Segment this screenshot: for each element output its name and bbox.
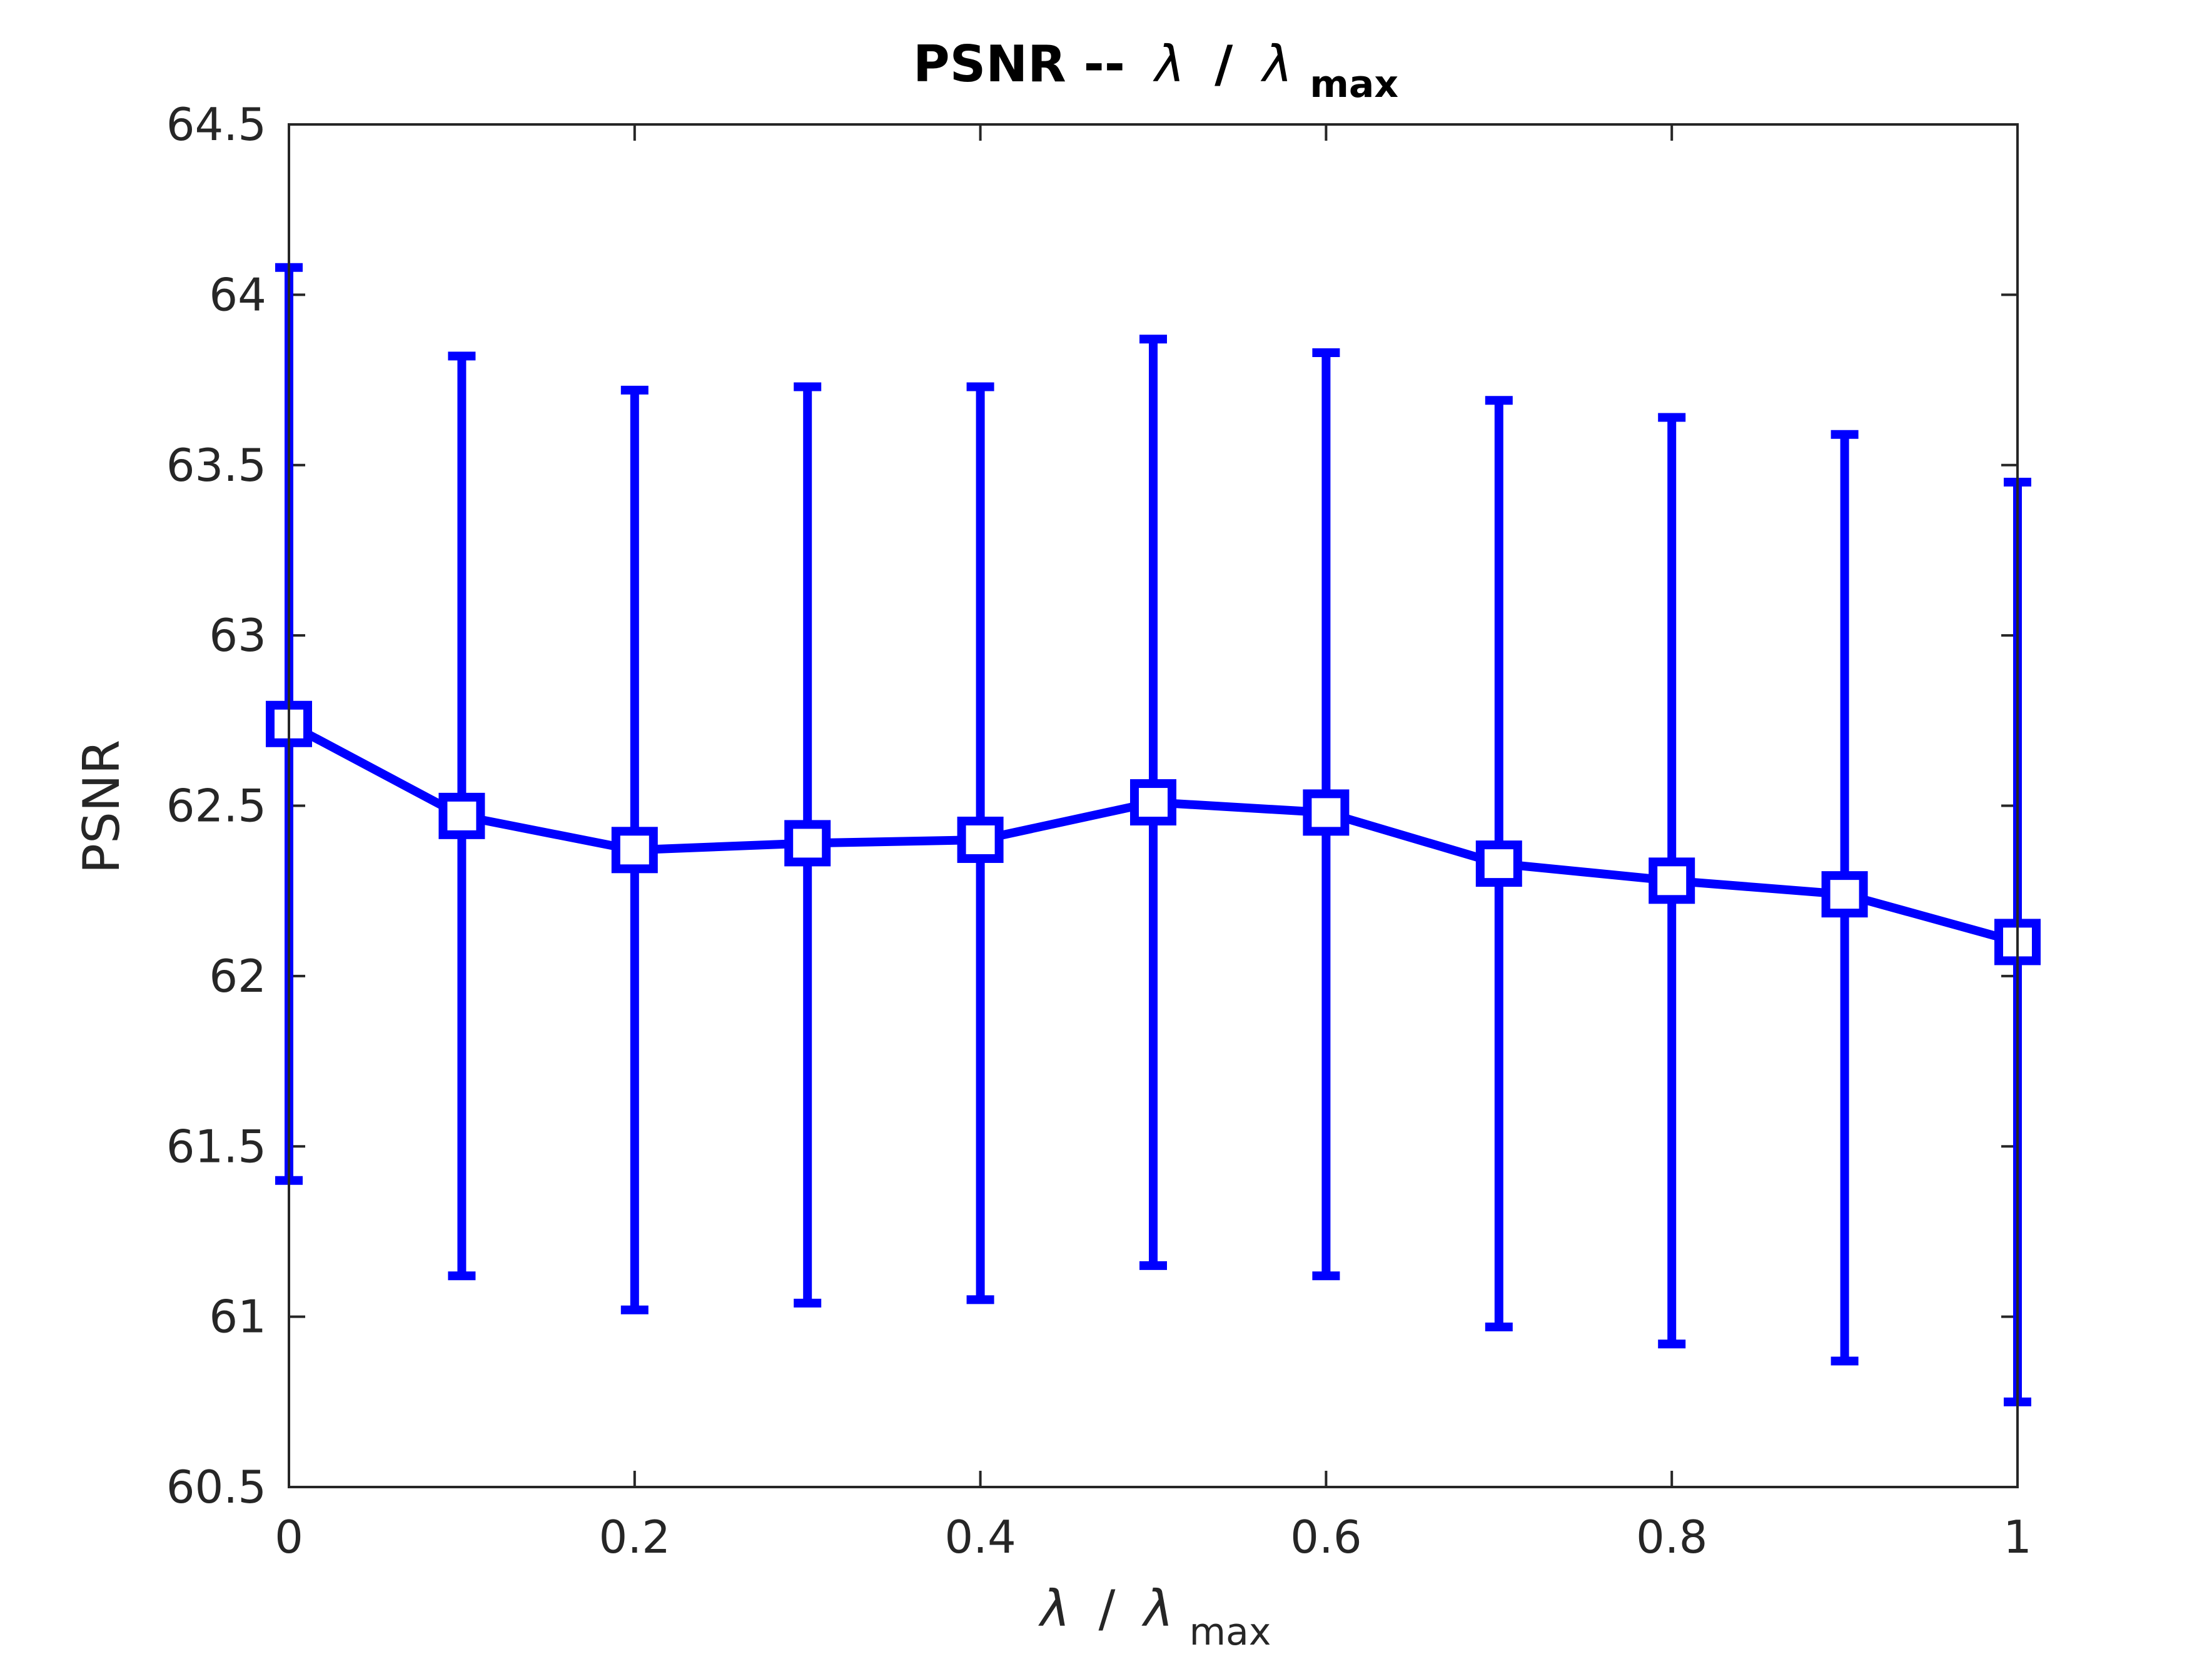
data-point-marker (957, 816, 1004, 863)
x-tick-label: 1 (2003, 1511, 2032, 1563)
chart-title-lambda: λ (1153, 35, 1184, 93)
y-tick-label: 64 (209, 268, 266, 321)
data-point-marker (611, 827, 658, 874)
marker-layer (266, 700, 2041, 966)
data-point-marker (438, 792, 485, 839)
y-tick-label: 61 (209, 1291, 266, 1343)
tick-label-layer: 0 0.2 0.4 0.6 0.8 1 60.5 61 61.5 62 62.5 63 63.5 64 64… (166, 98, 2032, 1563)
x-axis-label-subscript: max (1189, 1610, 1271, 1654)
y-tick-label: 62 (209, 950, 266, 1002)
data-point-marker (1475, 840, 1522, 887)
x-tick-label: 0.8 (1636, 1511, 1708, 1563)
x-axis-label-slash: / (1098, 1580, 1115, 1638)
x-axis-label-lambda: λ (1038, 1580, 1070, 1638)
chart-title: PSNR -- λ / λ max (913, 35, 1398, 106)
y-axis-label: PSNR (73, 740, 131, 874)
chart-title-subscript: max (1310, 63, 1398, 106)
x-tick-label: 0.2 (599, 1511, 671, 1563)
axes-box (288, 123, 2019, 1488)
x-tick-label: 0 (275, 1511, 303, 1563)
chart-title-main: PSNR -- (913, 35, 1125, 93)
x-axis-label: λ / λ max (1038, 1580, 1271, 1654)
data-point-marker (1649, 857, 1695, 904)
x-tick-label: 0.6 (1290, 1511, 1362, 1563)
data-point-marker (1130, 779, 1176, 826)
data-point-marker (784, 820, 831, 867)
y-tick-label: 60.5 (166, 1461, 266, 1513)
y-tick-label: 61.5 (166, 1120, 266, 1172)
data-point-marker (1303, 789, 1350, 836)
data-point-marker (1821, 871, 1868, 918)
y-tick-label: 64.5 (166, 98, 266, 151)
chart-title-slash: / (1215, 35, 1233, 93)
y-tick-label: 63.5 (166, 439, 266, 492)
chart-title-lambda-max: λ (1260, 35, 1292, 93)
x-axis-label-lambda-max: λ (1141, 1580, 1173, 1638)
x-tick-label: 0.4 (944, 1511, 1016, 1563)
y-tick-label: 63 (209, 609, 266, 662)
y-tick-label: 62.5 (166, 780, 266, 832)
